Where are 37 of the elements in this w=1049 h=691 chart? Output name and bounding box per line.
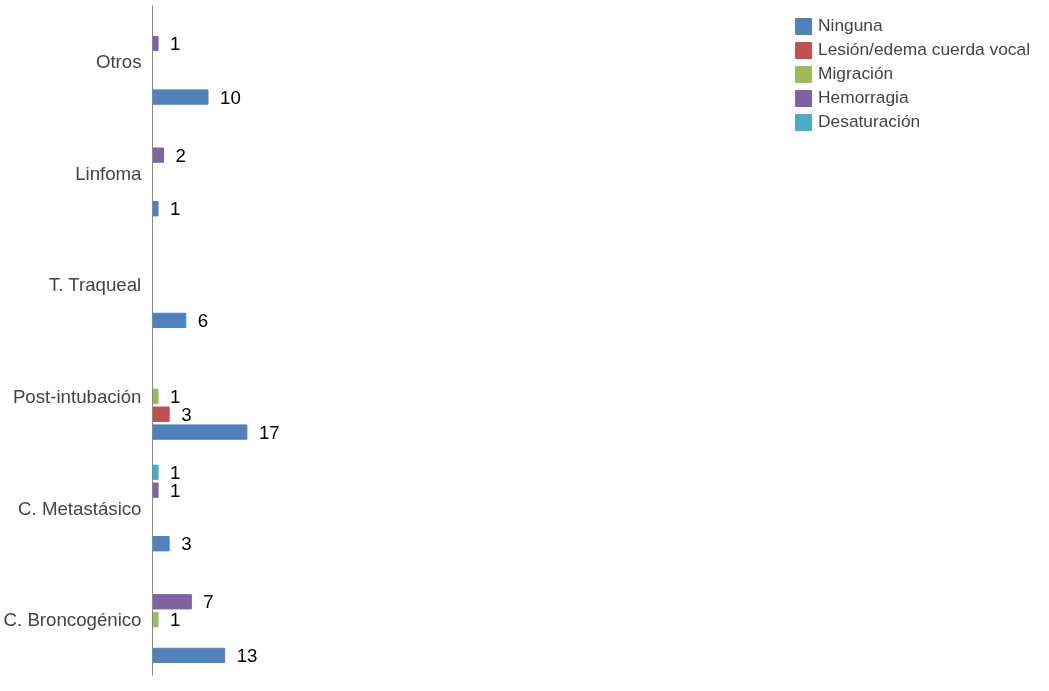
y-tick-label: Linfoma — [75, 162, 143, 184]
bar — [152, 388, 159, 404]
data-label: 3 — [181, 533, 192, 555]
legend-label: Migración — [818, 63, 894, 84]
data-label: 10 — [220, 86, 241, 108]
legend-label: Lesión/edema cuerda vocal — [818, 39, 1030, 60]
data-label: 6 — [197, 309, 209, 331]
bar — [152, 594, 192, 610]
y-tick-label: C. Metastásico — [18, 497, 142, 519]
data-label: 3 — [181, 403, 192, 425]
data-label: 1 — [170, 198, 181, 220]
bar — [152, 482, 159, 498]
bar — [152, 89, 209, 105]
bar — [152, 424, 248, 440]
data-label: 1 — [170, 609, 181, 631]
bar — [152, 312, 187, 329]
bar — [152, 612, 159, 628]
y-tick-label: C. Broncogénico — [3, 609, 142, 631]
bar — [152, 536, 170, 552]
y-tick-label: T. Traqueal — [48, 274, 142, 296]
legend-label: Hemorragia — [818, 87, 909, 108]
y-tick-label: Otros — [95, 50, 142, 72]
bar — [152, 464, 159, 480]
data-label: 7 — [203, 591, 214, 613]
data-label: 13 — [236, 644, 258, 666]
y-tick-label: Post-intubación — [12, 385, 142, 407]
data-label: 2 — [175, 144, 186, 166]
data-label: 1 — [170, 385, 181, 407]
legend-label: Ninguna — [818, 15, 883, 36]
bar — [152, 35, 159, 52]
legend-label: Desaturación — [818, 111, 921, 132]
bar — [152, 147, 165, 163]
data-label: 1 — [170, 32, 181, 54]
bar — [152, 406, 170, 422]
data-label: 17 — [258, 421, 280, 443]
bar — [152, 647, 226, 664]
bar — [152, 201, 159, 217]
